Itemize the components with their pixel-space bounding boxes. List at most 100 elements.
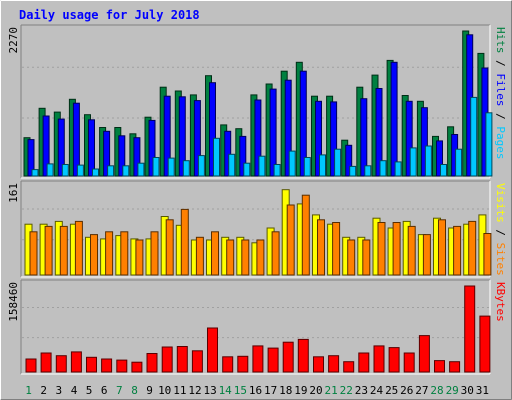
kbytes-panel: 158460 KBytes [7,279,507,375]
requests-bar-files-18 [284,79,292,177]
visitors-bar-sites-10 [165,219,174,276]
visitors-bar-sites-31 [483,233,492,276]
requests-bar-pages-25 [394,161,402,177]
kbytes-bar-kbytes-20 [313,356,324,373]
requests-bar-pages-15 [243,162,251,177]
requests-bar-files-4 [72,102,80,177]
requests-bar-pages-9 [152,157,160,177]
requests-bar-files-26 [405,100,413,177]
kbytes-bar-kbytes-24 [373,345,385,373]
requests-bar-pages-6 [107,165,115,177]
visitors-bar-sites-29 [453,225,462,276]
day-label-30: 30 [461,384,474,397]
requests-bar-files-25 [390,61,398,177]
kbytes-bar-kbytes-19 [297,338,309,373]
requests-bar-pages-28 [440,164,447,177]
kbytes-bar-kbytes-6 [101,358,113,373]
kbytes-bar-kbytes-28 [434,360,445,373]
kbytes-bar-kbytes-18 [282,341,294,373]
visitors-bar-sites-20 [317,219,325,276]
visitors-legend-visits: Visits [494,183,507,223]
kbytes-bar-kbytes-22 [343,361,355,373]
requests-bar-files-23 [360,98,368,177]
requests-bar-pages-24 [379,160,387,177]
day-label-8: 8 [131,384,138,397]
requests-bar-files-20 [315,100,322,177]
visitors-bar-sites-18 [286,204,295,276]
requests-legend-files: Files [494,73,507,106]
visitors-bar-sites-8 [135,239,144,276]
day-label-22: 22 [340,384,353,397]
visitors-bar-sites-5 [90,234,98,276]
kbytes-bar-kbytes-30 [464,285,476,373]
day-label-24: 24 [370,384,384,397]
requests-bar-pages-5 [92,168,99,177]
kbytes-bar-kbytes-26 [403,352,415,373]
visitors-bar-sites-3 [59,225,68,276]
day-label-25: 25 [385,384,398,397]
requests-bar-files-2 [42,115,50,177]
requests-legend: Hits / Files / Pages [494,27,507,160]
requests-bar-pages-30 [470,96,478,177]
visitors-bar-sites-11 [180,208,189,276]
day-label-7: 7 [116,384,123,397]
day-label-4: 4 [71,384,78,397]
day-label-6: 6 [101,384,108,397]
visitors-legend: Visits / Sites [494,183,507,276]
requests-bar-files-19 [299,70,307,177]
visitors-bar-sites-9 [150,231,159,276]
kbytes-bar-kbytes-4 [70,351,82,373]
requests-bar-pages-16 [258,155,266,177]
day-label-11: 11 [173,384,186,397]
visitors-bar-sites-21 [332,222,341,276]
kbytes-bar-kbytes-1 [25,358,37,373]
requests-bar-pages-13 [213,137,220,177]
requests-bar-files-8 [133,137,141,177]
day-label-29: 29 [446,384,459,397]
day-label-14: 14 [219,384,233,397]
visitors-bar-sites-15 [241,239,250,276]
requests-bar-pages-8 [137,162,145,177]
day-label-27: 27 [415,384,428,397]
requests-bar-pages-29 [455,148,463,177]
chart-title: Daily usage for July 2018 [19,8,200,22]
day-label-13: 13 [203,384,216,397]
requests-bar-pages-22 [349,165,357,177]
visitors-bar-sites-7 [120,231,129,276]
visitors-panel: 161 Visits / Sites [7,180,507,278]
kbytes-bar-kbytes-27 [418,335,430,373]
visitors-bar-sites-30 [468,220,477,276]
requests-bar-pages-26 [409,147,417,177]
kbytes-bar-kbytes-8 [131,361,143,373]
requests-bar-files-12 [193,100,201,177]
requests-bar-pages-20 [319,154,326,177]
requests-bar-files-13 [209,82,216,177]
requests-bar-pages-2 [46,163,54,177]
visitors-bar-sites-4 [74,220,83,276]
visitors-bar-sites-1 [29,231,38,276]
visitors-bar-sites-25 [392,222,401,276]
kbytes-bar-kbytes-31 [479,315,491,373]
visitors-bar-sites-14 [226,239,235,276]
requests-bar-pages-7 [122,165,130,177]
kbytes-bar-kbytes-12 [191,350,203,373]
requests-legend-pages: Pages [494,126,507,159]
day-label-9: 9 [146,384,153,397]
kbytes-bar-kbytes-15 [237,355,249,373]
requests-panel: 2270 Hits / Files / Pages [7,24,507,179]
kbytes-legend: KBytes [494,282,507,322]
requests-bar-files-15 [239,135,247,177]
kbytes-ymax-label: 158460 [7,282,20,322]
requests-bar-files-1 [27,139,35,177]
kbytes-bar-kbytes-3 [55,355,67,373]
requests-bar-pages-11 [182,160,190,177]
visitors-ymax-label: 161 [7,183,20,203]
day-label-10: 10 [158,384,171,397]
requests-bar-files-5 [88,119,95,177]
requests-bar-pages-10 [167,157,175,177]
kbytes-bar-kbytes-11 [176,346,188,373]
day-label-20: 20 [309,384,322,397]
requests-bar-pages-31 [485,112,493,177]
kbytes-bar-kbytes-2 [40,352,52,373]
